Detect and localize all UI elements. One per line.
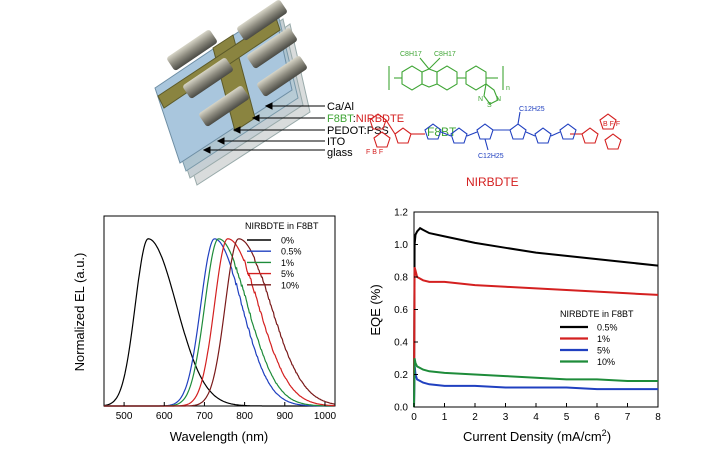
el-legend-label: 0.5% [281, 247, 302, 257]
f8bt-s: S [487, 102, 492, 109]
el-chart: 500 600 700 800 900 1000 Normalized EL (a.u.)… [72, 215, 337, 444]
el-legend-label: 0% [281, 236, 294, 246]
el-x-tick-label: 900 [276, 411, 293, 422]
el-series-5pct [104, 238, 335, 407]
eqe-y-tick-label: 0.8 [394, 273, 408, 284]
eqe-x-label-end: ) [607, 429, 611, 444]
pointer-arrow [232, 126, 241, 134]
nirbdte-structure [369, 111, 622, 151]
label-active-layer: F8BT:NIRBDTE [327, 113, 404, 125]
eqe-x-tick-label: 0 [411, 412, 417, 423]
eqe-y-tick-label: 0.4 [394, 338, 408, 349]
eqe-curves [413, 226, 659, 408]
eqe-x-label: Current Density (mA/cm2) [463, 428, 611, 444]
eqe-series-0-5pct [413, 226, 659, 408]
label-colon: : [353, 113, 356, 125]
el-legend-label: 1% [281, 258, 294, 268]
eqe-legend: 0.5%1% 5%10% [560, 323, 618, 367]
f8bt-n: n [506, 85, 510, 92]
cathode-bar [257, 56, 307, 97]
el-x-tick-label: 1000 [314, 411, 337, 422]
eqe-x-tick-label: 7 [625, 412, 631, 423]
el-x-tick-label: 700 [196, 411, 213, 422]
el-legend-title: NIRBDTE in F8BT [245, 221, 319, 231]
el-x-label: Wavelength (nm) [170, 429, 269, 444]
el-series-0-5pct [104, 238, 335, 407]
cathode-bar [237, 0, 287, 41]
pointer-arrow [216, 137, 225, 145]
eqe-chart: 0 1 2 3 4 5 6 7 8 0.0 0.2 0.4 0.6 0.8 1.0 1.2 EQE (%) C… [368, 208, 661, 445]
eqe-x-tick-label: 4 [533, 412, 539, 423]
cathode-bar [199, 86, 249, 127]
f8bt-c8h17-b: C8H17 [434, 51, 456, 58]
f8bt-structure [388, 57, 504, 105]
el-ticks: 500 600 700 800 900 1000 [116, 402, 337, 422]
eqe-x-label-main: Current Density (mA/cm [463, 429, 602, 444]
eqe-legend-label: 0.5% [597, 323, 618, 333]
eqe-x-tick-label: 3 [503, 412, 509, 423]
el-legend-label: 5% [281, 269, 294, 279]
el-plot-frame [103, 215, 336, 407]
eqe-x-label-sup: 2 [602, 428, 607, 438]
eqe-series-5pct [413, 364, 658, 408]
nirbdte-bf-left: F B F [366, 149, 383, 156]
el-legend: 0%0.5%1%5%10% [247, 236, 302, 290]
eqe-y-tick-label: 0.0 [394, 403, 408, 414]
el-series-0pct [103, 238, 335, 407]
el-x-tick-label: 500 [116, 411, 133, 422]
el-series-1pct [104, 238, 335, 407]
eqe-x-tick-label: 5 [564, 412, 570, 423]
nirbdte-c12h25-bot: C12H25 [478, 153, 504, 160]
el-series-10pct [104, 238, 335, 407]
eqe-legend-label: 10% [597, 357, 615, 367]
eqe-series-1pct [413, 267, 659, 408]
eqe-x-tick-label: 1 [442, 412, 448, 423]
cathode-bar [167, 30, 217, 71]
label-glass: glass [327, 147, 353, 159]
f8bt-n1: N [478, 96, 483, 103]
eqe-x-tick-label: 8 [655, 412, 661, 423]
f8bt-n2: N [496, 96, 501, 103]
device-schematic: Ca/Al F8BT:NIRBDTE PEDOT:PSS ITO glass [154, 0, 404, 186]
el-x-tick-label: 600 [156, 411, 173, 422]
pointer-arrow [251, 114, 260, 122]
label-ito: ITO [327, 136, 346, 148]
label-nirbdte: NIRBDTE [356, 113, 404, 125]
eqe-x-tick-label: 2 [472, 412, 478, 423]
nirbdte-c12h25-top: C12H25 [519, 106, 545, 113]
eqe-y-tick-label: 0.6 [394, 305, 408, 316]
pointer-arrow [264, 102, 273, 110]
f8bt-c8h17-a: C8H17 [400, 51, 422, 58]
eqe-y-tick-label: 1.2 [394, 208, 408, 219]
eqe-y-tick-label: 1.0 [394, 240, 408, 251]
label-pedot: PEDOT:PSS [327, 125, 389, 137]
cathode-bar [183, 58, 233, 99]
eqe-ticks: 0 1 2 3 4 5 6 7 8 0.0 0.2 0.4 0.6 0.8 1.0 1.2 [394, 208, 661, 424]
nirbdte-bf-right: B F F [603, 121, 620, 128]
el-y-label: Normalized EL (a.u.) [72, 253, 87, 372]
eqe-y-label: EQE (%) [368, 284, 383, 335]
nirbdte-name: NIRBDTE [466, 175, 519, 189]
eqe-y-tick-label: 0.2 [394, 370, 408, 381]
label-ca-al: Ca/Al [327, 101, 354, 113]
eqe-legend-title: NIRBDTE in F8BT [560, 309, 634, 319]
label-f8bt: F8BT [327, 113, 354, 125]
eqe-legend-label: 1% [597, 334, 610, 344]
el-legend-label: 10% [281, 280, 299, 290]
cathode-bars [167, 0, 307, 127]
cathode-bar [247, 28, 297, 69]
eqe-series-10pct [413, 358, 658, 408]
eqe-x-tick-label: 6 [594, 412, 600, 423]
pointer-arrow [202, 146, 211, 154]
el-curves [103, 238, 335, 407]
el-x-tick-label: 800 [236, 411, 253, 422]
eqe-legend-label: 5% [597, 346, 610, 356]
